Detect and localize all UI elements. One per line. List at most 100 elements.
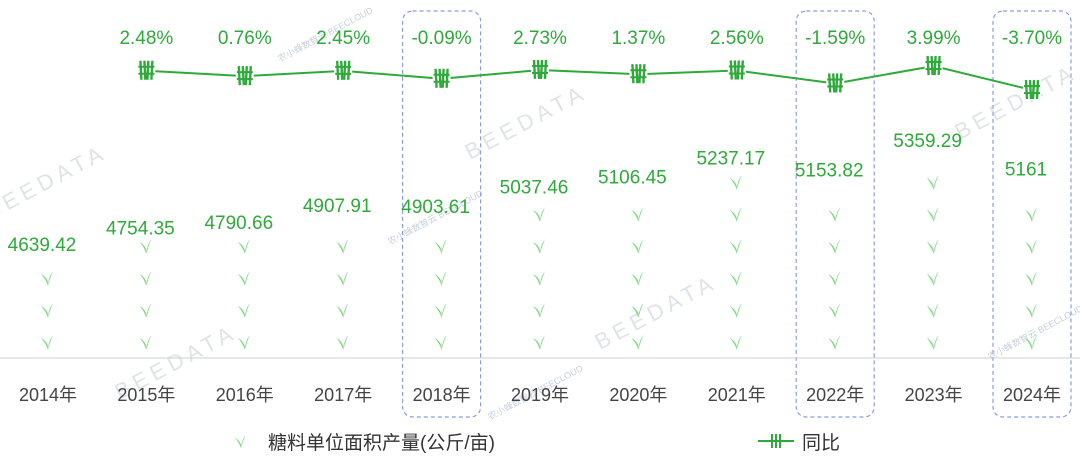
- bar-sprout: [631, 271, 644, 286]
- bar-sprout: [729, 335, 742, 350]
- x-tick-label: 2016年: [216, 385, 274, 405]
- bar-sprout: [729, 271, 742, 286]
- bar-2019年: [533, 207, 545, 350]
- bar-sprout: [41, 335, 53, 350]
- line-marker: [629, 62, 648, 85]
- bar-2014年: [41, 271, 53, 350]
- bar-sprout: [237, 303, 250, 318]
- x-tick-label: 2015年: [117, 385, 175, 405]
- bar-2018年: [434, 239, 447, 350]
- bar-2016年: [237, 239, 250, 350]
- bar-sprout: [1025, 303, 1037, 318]
- x-tick-label: 2014年: [19, 385, 77, 405]
- bar-sprout: [533, 271, 545, 286]
- bar-sprout: [1025, 271, 1037, 286]
- line-value-label: 2.56%: [710, 28, 764, 49]
- bar-sprout: [729, 175, 742, 190]
- line-marker: [137, 58, 156, 81]
- bar-sprout: [533, 335, 545, 350]
- line-path: [146, 65, 1033, 92]
- line-marker: [432, 66, 451, 89]
- x-tick-label: 2021年: [708, 385, 766, 405]
- bar-value-label: 5161: [1005, 160, 1047, 181]
- highlight-box: [992, 10, 1072, 418]
- bar-value-label: 5359.29: [893, 131, 962, 152]
- bar-2023年: [926, 175, 939, 350]
- bar-sprout: [828, 303, 841, 318]
- bar-sprout: [729, 207, 742, 222]
- legend-item-line[interactable]: 同比: [758, 432, 840, 454]
- x-tick-label: 2020年: [609, 385, 667, 405]
- bar-2024年: [1025, 207, 1037, 350]
- bar-sprout: [237, 239, 250, 254]
- bar-sprout: [1025, 335, 1037, 350]
- line-marker-icon: [758, 434, 794, 448]
- bar-sprout: [729, 239, 742, 254]
- x-tick-label: 2023年: [905, 385, 963, 405]
- line-marker: [727, 58, 746, 81]
- line-value-labels: 2.48% 0.76% 2.45% -0.09% 2.73% 1.37% 2.56% -1.5…: [119, 28, 1062, 49]
- bar-sprout: [336, 303, 349, 318]
- bar-sprout: [434, 239, 447, 254]
- bar-sprout: [926, 207, 939, 222]
- watermark-text: BEEDATA: [461, 79, 591, 164]
- line-marker: [531, 57, 549, 80]
- bar-2017年: [336, 239, 349, 350]
- bar-sprout: [139, 271, 152, 286]
- line-marker: [924, 54, 943, 77]
- bar-sprout: [434, 271, 447, 286]
- bar-sprout: [1025, 239, 1037, 254]
- bar-value-label: 4754.35: [106, 218, 175, 239]
- bar-sprout: [926, 175, 939, 190]
- line-value-label: 2.73%: [513, 28, 567, 49]
- bar-sprout: [926, 271, 939, 286]
- bar-sprout: [139, 239, 152, 254]
- bar-value-label: 4907.91: [303, 196, 372, 217]
- bar-sprout: [631, 207, 644, 222]
- line-value-label: 0.76%: [218, 28, 272, 49]
- watermark-text: BEEDATA: [951, 59, 1080, 144]
- bar-sprout: [237, 271, 250, 286]
- line-value-label: -3.70%: [1002, 28, 1062, 49]
- watermark-text: BEEDATA: [591, 269, 721, 354]
- bar-sprout: [237, 335, 250, 350]
- bar-sprout: [828, 207, 841, 222]
- bar-sprout: [434, 335, 447, 350]
- x-tick-label: 2017年: [314, 385, 372, 405]
- bar-sprout: [336, 271, 349, 286]
- bar-2020年: [631, 207, 644, 350]
- bar-value-label: 5153.82: [795, 161, 864, 182]
- line-value-label: 2.45%: [316, 28, 370, 49]
- x-tick-label: 2024年: [1003, 385, 1061, 405]
- legend-item-bar[interactable]: 糖料单位面积产量(公斤/亩): [234, 432, 495, 454]
- bar-series: [41, 175, 1037, 350]
- bar-sprout: [828, 271, 841, 286]
- bar-2015年: [139, 239, 152, 350]
- bar-sprout: [139, 303, 152, 318]
- bar-sprout: [828, 239, 841, 254]
- bar-sprout: [336, 335, 349, 350]
- bar-value-label: 5106.45: [598, 168, 667, 189]
- legend[interactable]: 糖料单位面积产量(公斤/亩) 同比: [234, 432, 840, 454]
- bar-sprout: [139, 335, 152, 350]
- line-marker: [235, 64, 254, 87]
- x-tick-label: 2019年: [511, 385, 569, 405]
- bar-sprout: [926, 335, 939, 350]
- bar-value-label: 4790.66: [204, 213, 273, 234]
- bar-sprout: [631, 335, 644, 350]
- watermark-logo-text: 农小蜂数智云 BEECLOUD: [986, 302, 1080, 362]
- bar-value-label: 5037.46: [500, 177, 569, 198]
- bar-sprout: [729, 303, 742, 318]
- line-value-label: 3.99%: [907, 28, 961, 49]
- bar-sprout: [533, 303, 545, 318]
- bar-sprout: [336, 239, 349, 254]
- bar-2022年: [828, 207, 841, 350]
- bar-2021年: [729, 175, 742, 350]
- highlight-box: [402, 10, 482, 418]
- line-value-label: -0.09%: [411, 28, 471, 49]
- x-tick-label: 2022年: [806, 385, 864, 405]
- highlight-boxes: [402, 10, 1072, 418]
- bar-sprout: [926, 303, 939, 318]
- bar-value-label: 4639.42: [8, 235, 77, 256]
